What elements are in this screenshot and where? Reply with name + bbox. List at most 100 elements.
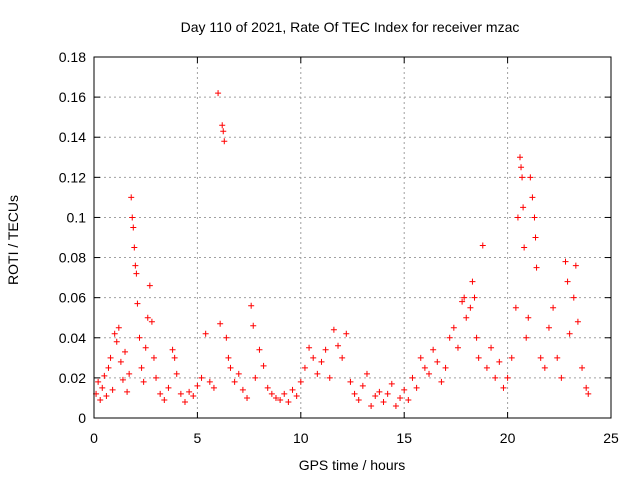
data-point: [153, 374, 160, 381]
data-point: [322, 346, 329, 353]
data-point: [101, 372, 108, 379]
axis-ticks: 0 5 10 15 20 25 0 0.02 0.04 0.06 0.08 0.1 0.12 0.14 0.…: [59, 49, 619, 446]
data-point: [512, 304, 519, 311]
data-point: [248, 302, 255, 309]
data-point: [297, 378, 304, 385]
data-point: [454, 344, 461, 351]
data-point: [119, 376, 126, 383]
y-tick-label: 0.16: [59, 89, 86, 105]
y-tick-label: 0.14: [59, 129, 86, 145]
y-tick-label: 0.06: [59, 290, 86, 306]
data-point: [131, 244, 138, 251]
data-point: [277, 396, 284, 403]
x-axis-label: GPS time / hours: [299, 457, 406, 473]
data-point: [355, 396, 362, 403]
x-tick-label: 20: [500, 430, 516, 446]
data-point: [517, 154, 524, 161]
data-point: [537, 354, 544, 361]
data-point: [285, 398, 292, 405]
data-point: [103, 392, 110, 399]
y-axis-label: ROTI / TECUs: [5, 195, 21, 285]
data-point: [206, 378, 213, 385]
data-point: [146, 282, 153, 289]
data-point: [421, 364, 428, 371]
data-point: [467, 304, 474, 311]
data-point: [488, 344, 495, 351]
data-point: [430, 346, 437, 353]
data-point: [519, 174, 526, 181]
data-point: [117, 358, 124, 365]
data-point: [148, 318, 155, 325]
data-point: [301, 364, 308, 371]
data-point: [99, 384, 106, 391]
data-point: [306, 344, 313, 351]
data-point: [220, 128, 227, 135]
y-tick-label: 0.04: [59, 330, 86, 346]
x-tick-label: 10: [293, 430, 309, 446]
data-point: [508, 354, 515, 361]
data-point: [264, 384, 271, 391]
data-point: [426, 370, 433, 377]
data-point: [221, 138, 228, 145]
data-point: [514, 214, 521, 221]
data-point: [504, 374, 511, 381]
data-point: [541, 364, 548, 371]
data-point: [531, 214, 538, 221]
data-point: [140, 378, 147, 385]
data-point: [351, 390, 358, 397]
y-tick-label: 0.18: [59, 49, 86, 65]
data-point: [405, 396, 412, 403]
data-point: [525, 314, 532, 321]
data-point: [339, 354, 346, 361]
data-point: [372, 392, 379, 399]
x-tick-label: 15: [396, 430, 412, 446]
data-point: [550, 304, 557, 311]
data-point: [202, 330, 209, 337]
data-point: [574, 318, 581, 325]
data-point: [471, 294, 478, 301]
data-point: [459, 298, 466, 305]
data-point: [326, 374, 333, 381]
data-point: [210, 384, 217, 391]
data-point: [126, 370, 133, 377]
data-point: [562, 258, 569, 265]
data-point: [438, 378, 445, 385]
data-point: [583, 384, 590, 391]
data-point: [330, 326, 337, 333]
data-point: [157, 390, 164, 397]
data-point: [409, 374, 416, 381]
data-point: [417, 354, 424, 361]
data-point: [363, 370, 370, 377]
data-point: [392, 402, 399, 409]
data-point: [181, 398, 188, 405]
data-point: [558, 374, 565, 381]
data-point: [239, 386, 246, 393]
data-point: [579, 364, 586, 371]
data-point: [529, 194, 536, 201]
data-point: [113, 338, 120, 345]
data-point: [570, 294, 577, 301]
data-point: [388, 380, 395, 387]
data-point: [250, 322, 257, 329]
data-point: [585, 390, 592, 397]
data-point: [225, 354, 232, 361]
y-tick-label: 0: [78, 410, 86, 426]
data-point: [483, 364, 490, 371]
data-point: [173, 370, 180, 377]
data-point: [492, 374, 499, 381]
data-point: [289, 386, 296, 393]
data-point: [186, 388, 193, 395]
data-point: [136, 334, 143, 341]
data-point: [496, 358, 503, 365]
data-point: [268, 390, 275, 397]
y-tick-label: 0.12: [59, 169, 86, 185]
data-point: [446, 334, 453, 341]
data-point: [165, 384, 172, 391]
data-point: [520, 204, 527, 211]
data-point: [169, 346, 176, 353]
data-point: [523, 334, 530, 341]
data-point: [150, 354, 157, 361]
data-point: [533, 264, 540, 271]
data-point: [227, 364, 234, 371]
